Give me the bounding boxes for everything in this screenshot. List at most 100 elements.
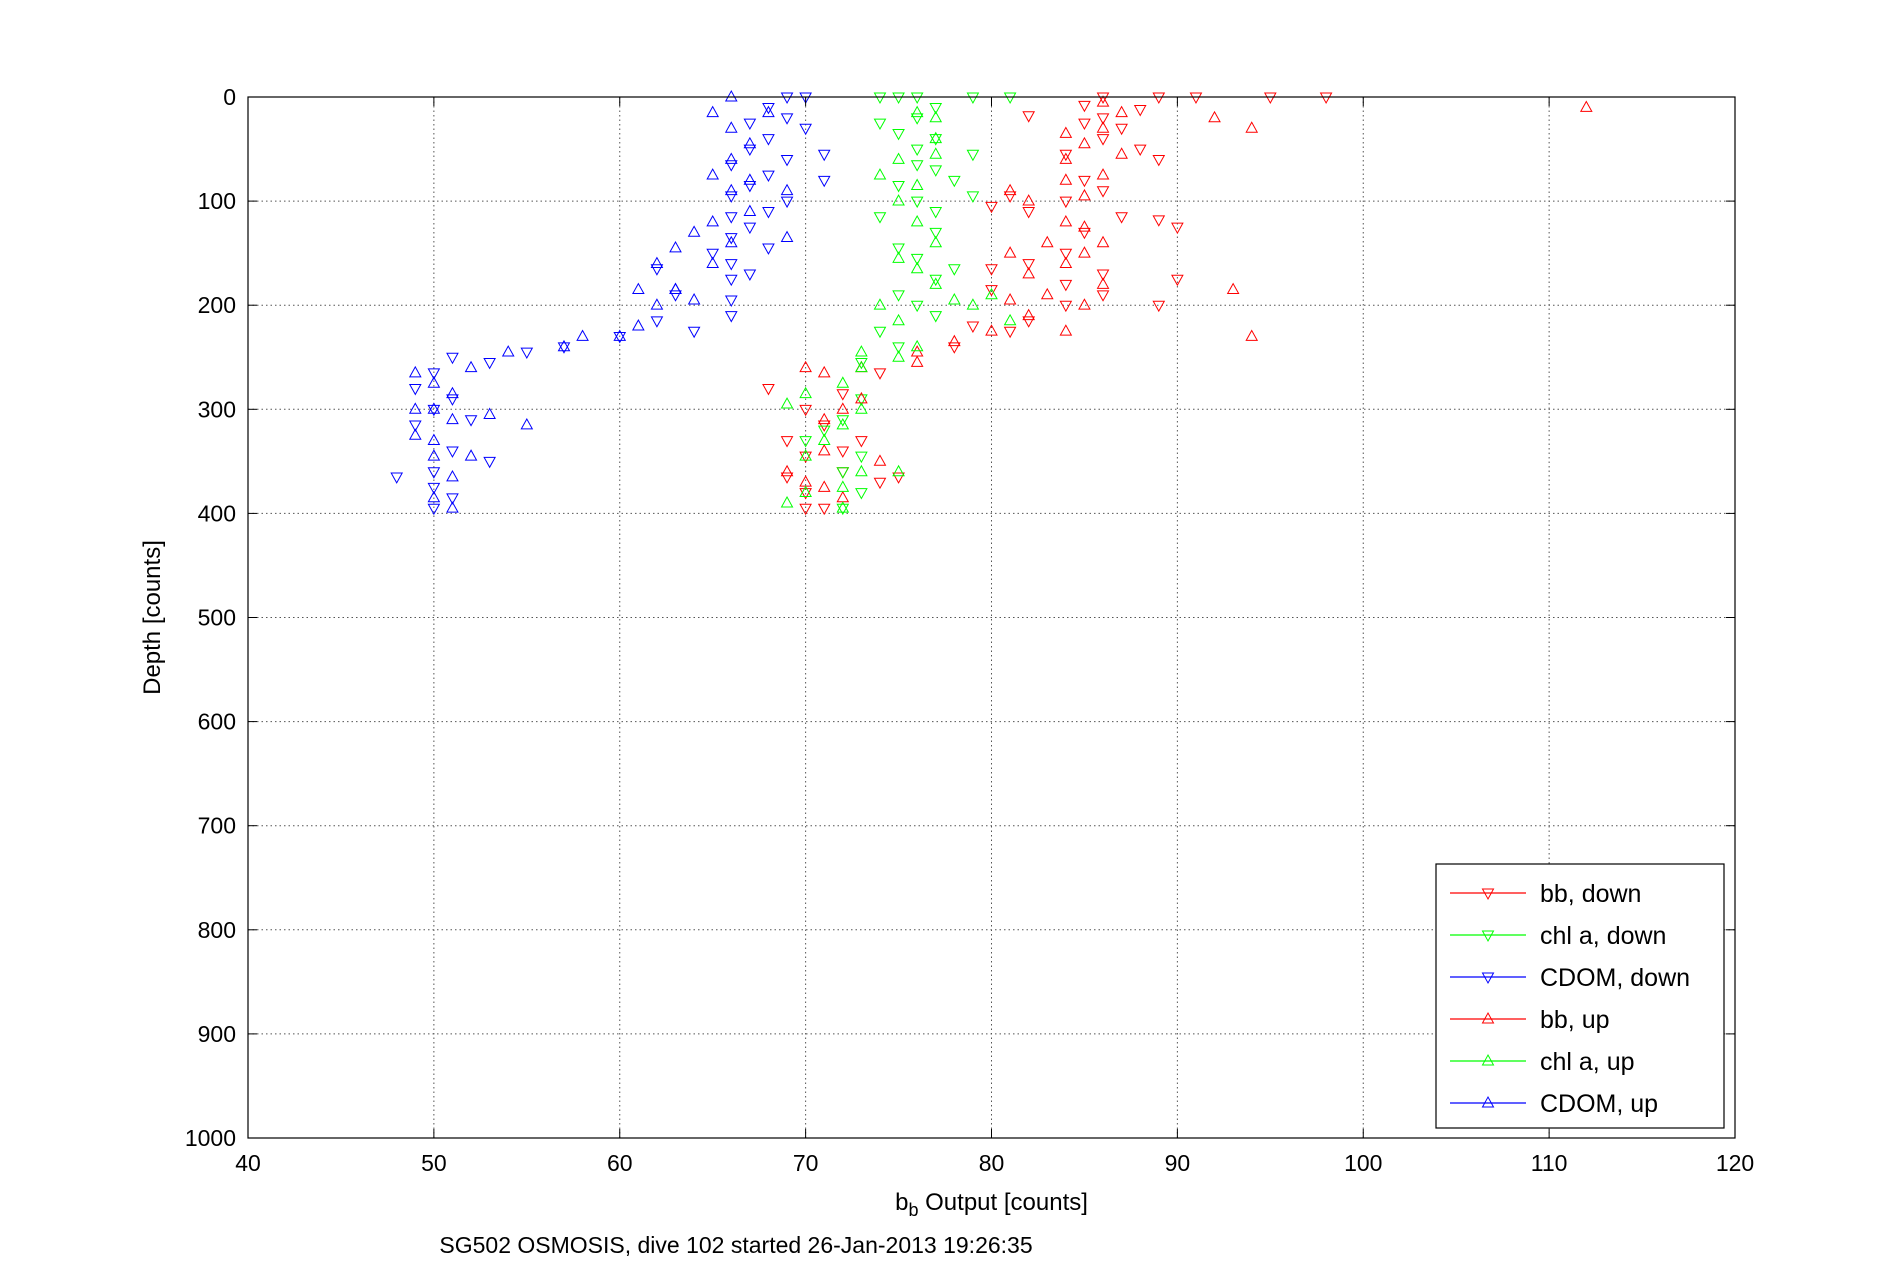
legend: bb, down chl a, down CDOM, down bb, up chl a…: [1435, 863, 1725, 1129]
data-point: [855, 436, 868, 448]
data-point: [817, 365, 831, 378]
data-point: [836, 415, 850, 427]
data-point: [1003, 92, 1017, 104]
x-tick-label: 40: [235, 1150, 261, 1176]
data-point: [446, 386, 459, 399]
data-point: [799, 123, 812, 136]
data-point: [817, 480, 831, 492]
data-point: [892, 152, 905, 164]
data-point: [650, 316, 664, 328]
data-point: [1003, 191, 1017, 203]
legend-label: chl a, up: [1540, 1048, 1635, 1076]
data-point: [1022, 111, 1036, 123]
data-point: [929, 165, 943, 177]
data-point: [892, 181, 905, 193]
data-point: [446, 469, 459, 482]
y-tick-label: 1000: [185, 1125, 236, 1151]
data-point: [799, 92, 812, 104]
data-point: [669, 240, 682, 253]
data-point: [910, 261, 924, 274]
data-point: [985, 324, 998, 336]
data-point: [799, 451, 812, 464]
data-point: [892, 464, 905, 477]
data-point: [1003, 246, 1017, 258]
y-tick-label: 800: [198, 917, 236, 943]
data-point: [408, 428, 422, 440]
data-point: [687, 326, 701, 339]
legend-box: [1435, 863, 1725, 1129]
data-point: [1152, 155, 1166, 167]
data-point: [947, 175, 961, 188]
data-point: [631, 282, 645, 295]
data-point: [1078, 136, 1091, 149]
data-point: [892, 342, 905, 354]
data-point: [1152, 215, 1166, 227]
data-point: [650, 264, 664, 276]
data-point: [873, 212, 887, 224]
data-point: [1022, 267, 1036, 279]
data-point: [966, 298, 980, 310]
data-point: [966, 321, 980, 333]
data-point: [892, 313, 905, 326]
data-point: [947, 334, 961, 347]
data-point: [817, 149, 831, 162]
data-point: [817, 425, 831, 438]
data-point: [817, 443, 831, 456]
data-point: [929, 102, 943, 115]
data-point: [724, 152, 738, 164]
data-point: [836, 417, 850, 430]
data-point: [464, 415, 478, 427]
data-point: [557, 342, 571, 354]
x-tick-label: 60: [607, 1150, 633, 1176]
data-point: [799, 360, 812, 373]
data-point: [873, 326, 887, 339]
data-point: [817, 412, 831, 425]
data-point: [929, 274, 943, 287]
data-point: [929, 134, 943, 146]
data-point: [762, 384, 775, 396]
data-point: [427, 467, 441, 479]
data-point: [1245, 121, 1259, 133]
data-point: [929, 235, 943, 248]
data-point: [1245, 329, 1259, 341]
legend-item: CDOM, down: [1450, 964, 1690, 992]
x-axis-label-main: b: [895, 1189, 908, 1216]
data-point: [780, 397, 794, 409]
data-point: [1096, 277, 1110, 289]
data-point: [780, 472, 794, 484]
grid-lines: [248, 97, 1735, 1138]
x-tick-label: 110: [1531, 1150, 1568, 1176]
data-point: [427, 503, 441, 516]
data-point: [557, 339, 571, 352]
data-point: [855, 345, 868, 357]
data-point: [427, 404, 441, 417]
data-point: [464, 449, 478, 461]
data-point: [1133, 105, 1147, 117]
y-tick-label: 700: [198, 813, 236, 839]
data-point: [910, 105, 924, 118]
data-point: [724, 259, 738, 271]
data-point: [743, 173, 757, 185]
x-tick-label: 100: [1344, 1150, 1382, 1176]
data-point: [799, 436, 812, 448]
data-point: [1059, 152, 1073, 164]
series-4: [780, 105, 1017, 513]
series-1: [799, 92, 1017, 516]
y-tick-label: 0: [223, 84, 236, 110]
y-tick-label: 900: [198, 1021, 236, 1047]
data-point: [929, 147, 943, 159]
data-point: [910, 355, 924, 367]
data-point: [929, 110, 943, 123]
data-point: [1078, 188, 1091, 201]
data-point: [743, 222, 757, 235]
data-point: [446, 493, 459, 505]
legend-label: CDOM, down: [1540, 964, 1690, 992]
data-point: [1115, 105, 1128, 118]
data-point: [873, 298, 887, 310]
series-5: [408, 90, 794, 513]
data-point: [966, 92, 980, 104]
data-point: [910, 160, 924, 172]
data-point: [724, 233, 738, 245]
data-point: [1208, 110, 1221, 123]
data-point: [1226, 282, 1240, 295]
